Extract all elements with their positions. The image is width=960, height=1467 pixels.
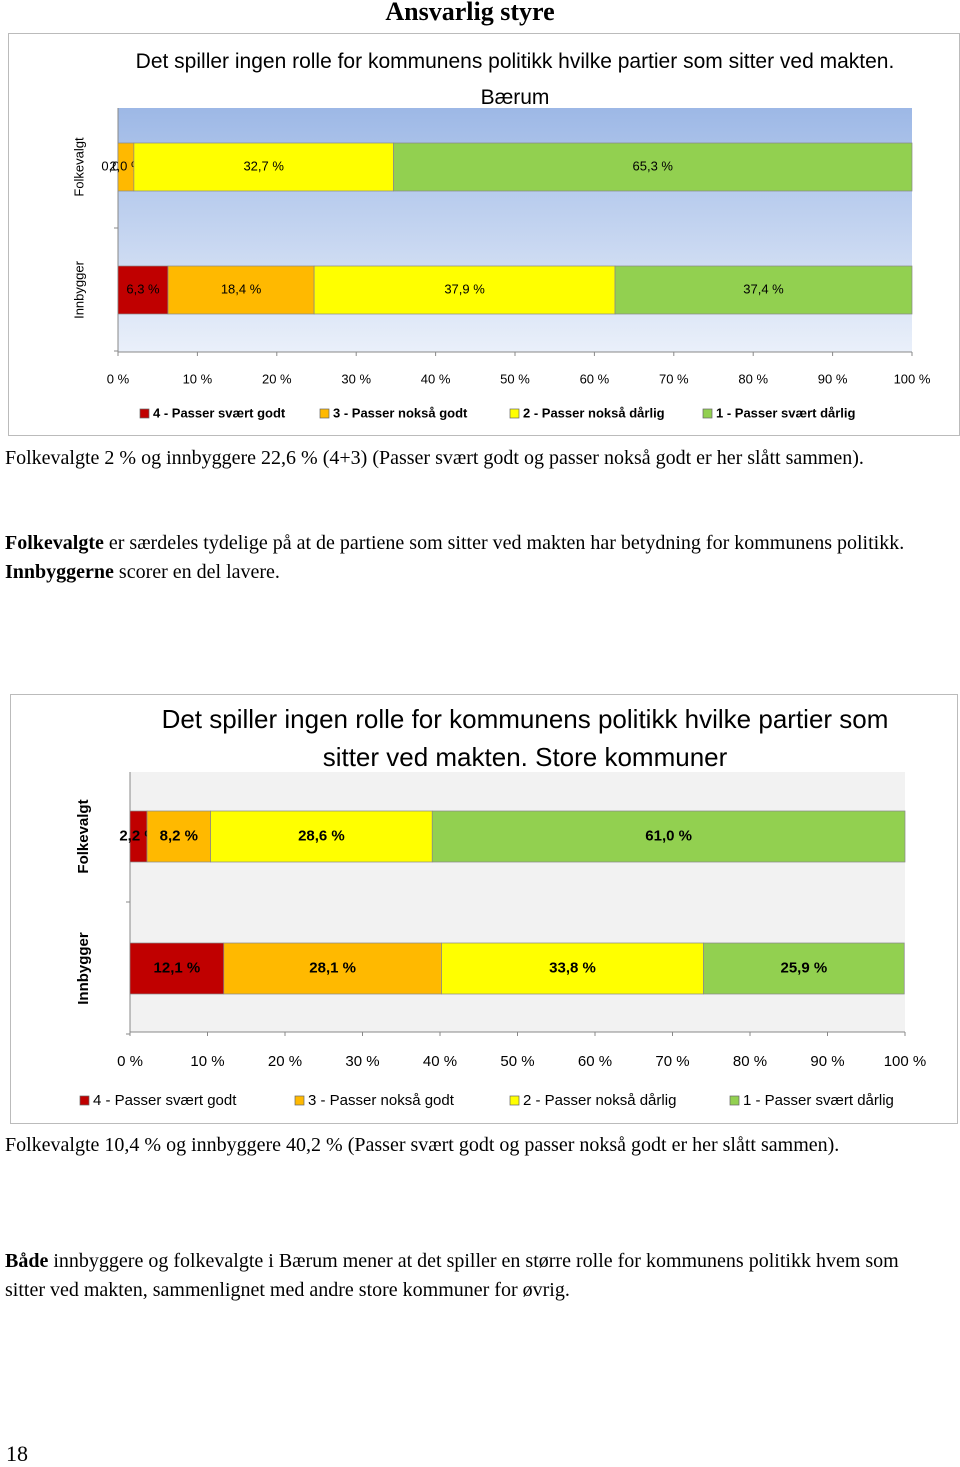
x-tick-label: 50 % <box>500 371 530 386</box>
value-label: 61,0 % <box>645 827 692 844</box>
text-run: Folkevalgte 2 % og innbyggere 22,6 % (4+… <box>5 447 864 469</box>
bar-segment <box>393 142 913 192</box>
category-label: Folkevalgt <box>75 799 92 873</box>
x-tick-label: 10 % <box>190 1053 224 1070</box>
text-run: Folkevalgte 10,4 % og innbyggere 40,2 % … <box>5 1134 840 1156</box>
legend-swatch <box>702 408 713 419</box>
paragraph: Folkevalgte 2 % og innbyggere 22,6 % (4+… <box>5 444 935 473</box>
bar-segment <box>703 942 905 995</box>
bar-segment <box>167 265 315 315</box>
bar-segment <box>614 265 913 315</box>
text-run: er særdeles tydelige på at de partiene s… <box>103 532 905 554</box>
x-tick-label: 60 % <box>580 371 610 386</box>
x-tick-label: 30 % <box>345 1053 379 1070</box>
x-tick-label: 20 % <box>268 1053 302 1070</box>
value-label: 32,7 % <box>243 158 284 173</box>
category-label: Folkevalgt <box>71 137 86 197</box>
legend-label: 1 - Passer svært dårlig <box>743 1092 894 1109</box>
text-run: innbyggere og folkevalgte i Bærum mener … <box>5 1250 899 1301</box>
legend-swatch <box>509 1095 520 1106</box>
x-tick-label: 50 % <box>500 1053 534 1070</box>
legend-swatch <box>509 408 520 419</box>
category-label: Innbygger <box>71 260 86 318</box>
x-tick-label: 0 % <box>117 1053 143 1070</box>
x-tick-label: 90 % <box>810 1053 844 1070</box>
legend-label: 4 - Passer svært godt <box>153 405 286 420</box>
text-run: scorer en del lavere. <box>113 561 280 583</box>
x-tick-label: 70 % <box>659 371 689 386</box>
bar-segment <box>117 265 169 315</box>
chart-title: Det spiller ingen rolle for kommunens po… <box>161 704 889 772</box>
x-tick-label: 90 % <box>818 371 848 386</box>
text-run: Folkevalgte <box>5 532 104 554</box>
bar-segment <box>313 265 616 315</box>
legend-swatch <box>729 1095 740 1106</box>
value-label: 37,9 % <box>444 281 485 296</box>
x-tick-label: 70 % <box>655 1053 689 1070</box>
page-title: Ansvarlig styre <box>385 0 555 26</box>
chart-title: Det spiller ingen rolle for kommunens po… <box>135 50 895 109</box>
bar-segment <box>146 810 211 863</box>
bar-segment <box>210 810 433 863</box>
value-label: 65,3 % <box>633 158 674 173</box>
legend-label: 4 - Passer svært godt <box>93 1092 237 1109</box>
text-run: Både <box>5 1250 49 1272</box>
x-tick-label: 100 % <box>894 371 931 386</box>
bar-segment <box>431 810 906 863</box>
legend-swatch <box>79 1095 90 1106</box>
bar-segment <box>133 142 394 192</box>
paragraph: Folkevalgte 10,4 % og innbyggere 40,2 % … <box>5 1131 935 1160</box>
x-tick-label: 40 % <box>423 1053 457 1070</box>
x-tick-label: 0 % <box>107 371 130 386</box>
x-tick-label: 60 % <box>578 1053 612 1070</box>
category-label: Innbygger <box>75 932 92 1005</box>
legend-label: 3 - Passer nokså godt <box>333 405 468 420</box>
legend-label: 2 - Passer nokså dårlig <box>523 405 665 420</box>
bar-segment <box>129 942 225 995</box>
value-label: 25,9 % <box>781 959 828 976</box>
x-tick-label: 10 % <box>183 371 213 386</box>
legend-swatch <box>294 1095 305 1106</box>
legend-swatch <box>319 408 330 419</box>
value-label: 8,2 % <box>160 827 198 844</box>
paragraph: Både innbyggere og folkevalgte i Bærum m… <box>5 1247 935 1305</box>
value-label: 12,1 % <box>154 959 201 976</box>
legend-swatch <box>139 408 150 419</box>
bar-segment <box>441 942 704 995</box>
value-label: 28,6 % <box>298 827 345 844</box>
legend-label: 1 - Passer svært dårlig <box>716 405 856 420</box>
paragraph: Folkevalgte er særdeles tydelige på at d… <box>5 529 935 587</box>
value-label: 6,3 % <box>126 281 160 296</box>
page-number: 18 <box>6 1441 28 1466</box>
value-label: 18,4 % <box>221 281 262 296</box>
bar-segment <box>223 942 442 995</box>
x-tick-label: 100 % <box>884 1053 927 1070</box>
legend-label: 3 - Passer nokså godt <box>308 1092 455 1109</box>
x-tick-label: 30 % <box>341 371 371 386</box>
legend-label: 2 - Passer nokså dårlig <box>523 1092 676 1109</box>
x-tick-label: 20 % <box>262 371 292 386</box>
text-run: Innbyggerne <box>5 561 114 583</box>
value-label: 37,4 % <box>743 281 784 296</box>
value-label: 28,1 % <box>309 959 356 976</box>
x-tick-label: 80 % <box>733 1053 767 1070</box>
x-tick-label: 80 % <box>738 371 768 386</box>
x-tick-label: 40 % <box>421 371 451 386</box>
value-label: 33,8 % <box>549 959 596 976</box>
